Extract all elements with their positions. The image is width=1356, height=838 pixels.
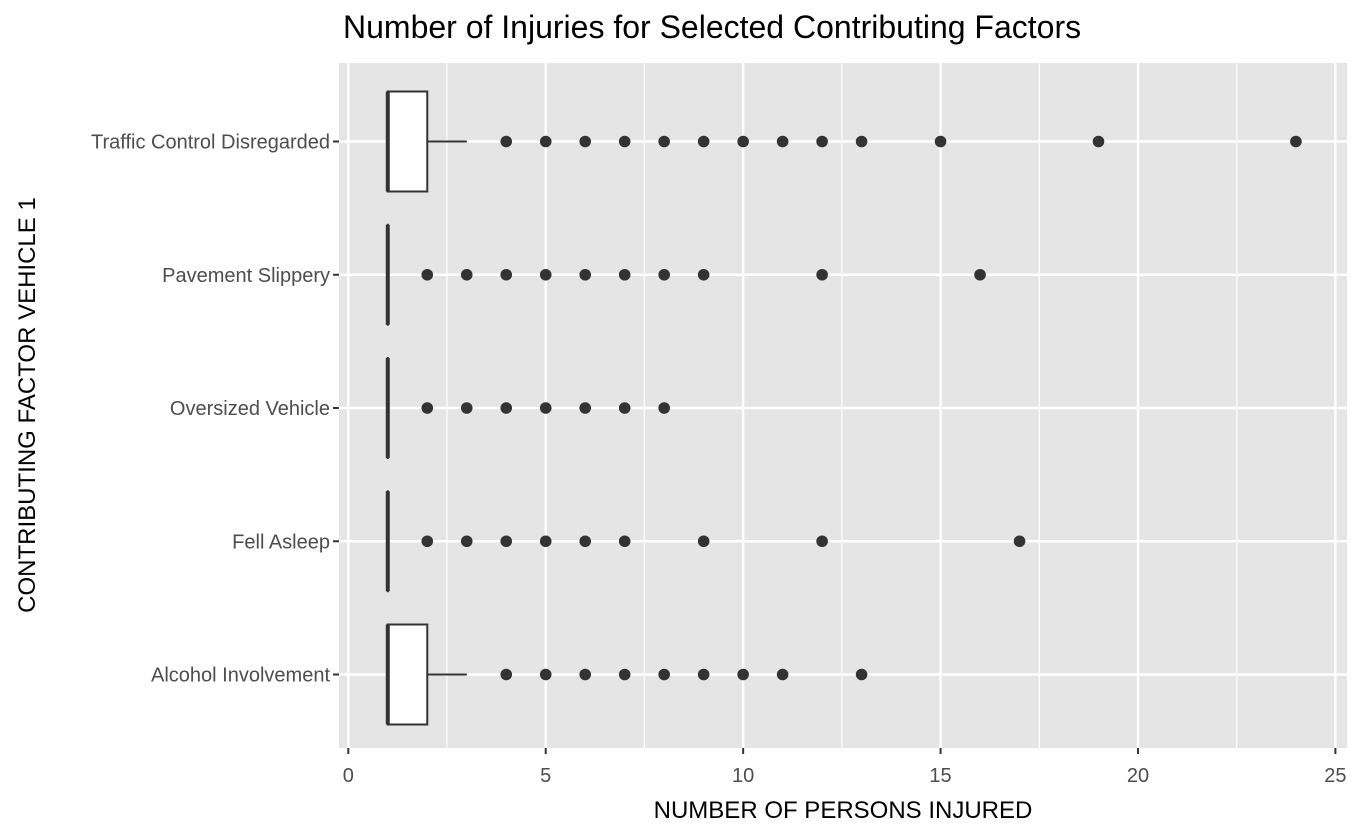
outlier-point [855,668,868,681]
chart-title: Number of Injuries for Selected Contribu… [343,9,1081,45]
outlier-point [737,668,749,681]
box-fell-asleep [385,490,1026,593]
outlier-point [658,402,670,414]
outlier-point [618,402,631,414]
outlier-point [579,668,592,681]
outlier-point [539,535,552,548]
outlier-point [500,135,513,148]
y-tick-label: Fell Asleep [232,531,330,553]
outlier-point [737,135,749,148]
outlier-point [500,535,513,548]
outlier-point [658,668,670,681]
outlier-point [618,268,631,281]
y-tick-label: Alcohol Involvement [151,665,330,687]
x-tick-label: 0 [343,765,354,787]
outlier-point [421,268,434,281]
outlier-point [974,268,986,281]
y-tick-label: Pavement Slippery [162,265,330,287]
outlier-point [1092,135,1105,148]
outlier-point [539,402,552,414]
outlier-point [697,668,710,681]
outlier-point [658,268,670,281]
outlier-point [934,135,947,148]
outlier-point [618,668,631,681]
outlier-point [579,402,592,414]
x-tick-label: 5 [540,765,551,787]
axes: 0 5 10 15 20 25 Traffic Control Disregarded Pav… [91,132,1347,788]
outlier-point [539,668,552,681]
y-axis-title: CONTRIBUTING FACTOR VEHICLE 1 [14,197,41,613]
outlier-point [697,268,710,281]
outlier-point [460,402,473,414]
box-alcohol-involvement [385,623,868,726]
x-tick-label: 25 [1324,765,1346,787]
outlier-point [539,268,552,281]
box-body [386,90,429,193]
x-tick-label: 20 [1127,765,1149,787]
box-body [386,623,429,726]
outlier-point [816,268,828,281]
outlier-point [618,535,631,548]
y-tick-label: Traffic Control Disregarded [91,132,330,154]
outlier-point [816,135,828,148]
outlier-point [855,135,868,148]
outlier-point [618,135,631,148]
outlier-point [460,268,473,281]
outlier-point [658,135,670,148]
outlier-point [460,535,473,548]
outlier-point [816,535,828,548]
box-oversized-vehicle [385,357,670,459]
outlier-point [697,535,710,548]
outlier-point [579,135,592,148]
box-traffic-control-disregarded [385,90,1302,193]
box-plots [385,90,1302,726]
outlier-point [421,402,434,414]
outlier-point [1290,135,1302,148]
x-tick-label: 10 [732,765,754,787]
outlier-point [579,268,592,281]
x-tick-label: 15 [929,765,951,787]
plot-panel [339,63,1347,748]
outlier-point [776,668,789,681]
outlier-point [1013,535,1026,548]
outlier-point [579,535,592,548]
outlier-point [421,535,434,548]
outlier-point [500,402,513,414]
outlier-point [500,668,513,681]
box-pavement-slippery [385,223,986,326]
y-tick-label: Oversized Vehicle [170,398,330,420]
outlier-point [539,135,552,148]
outlier-point [776,135,789,148]
outlier-point [697,135,710,148]
outlier-point [500,268,513,281]
x-axis-title: NUMBER OF PERSONS INJURED [654,797,1033,824]
